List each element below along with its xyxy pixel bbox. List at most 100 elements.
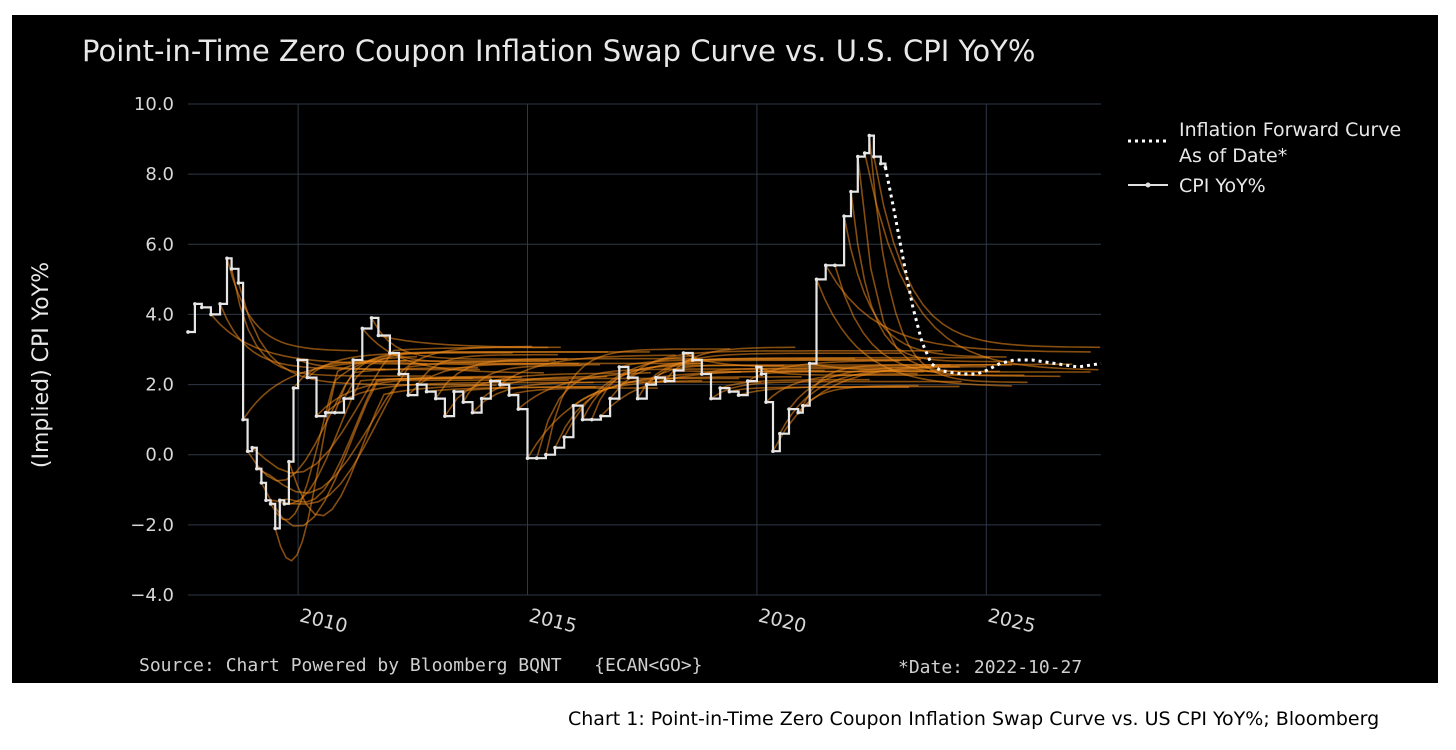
cpi-point <box>291 386 296 390</box>
y-axis-label: (Implied) CPI YoY% <box>29 262 54 468</box>
cpi-point <box>635 396 640 401</box>
cpi-point <box>787 407 791 411</box>
cpi-point <box>287 459 291 464</box>
swap-curve <box>378 334 549 349</box>
swap-curve <box>407 362 703 396</box>
cpi-point <box>415 382 420 387</box>
cpi-point <box>333 410 337 415</box>
swap-curve <box>619 358 922 368</box>
cpi-point <box>209 312 213 317</box>
cpi-point <box>323 410 328 415</box>
x-tick-label: 2025 <box>986 605 1038 638</box>
x-tick-label: 2020 <box>756 605 808 638</box>
cpi-point <box>516 407 521 411</box>
legend-cpi-label: CPI YoY% <box>1179 175 1266 197</box>
cpi-point <box>814 277 819 282</box>
swap-curve <box>435 357 697 400</box>
cpi-point <box>534 456 539 461</box>
swap-curve <box>545 348 731 455</box>
cpi-point <box>489 379 493 383</box>
cpi-point <box>259 480 264 485</box>
cpi-point <box>443 414 447 418</box>
swap-curve <box>274 352 407 562</box>
cpi-point <box>849 189 853 194</box>
cpi-point <box>406 393 411 397</box>
cpi-point <box>856 154 860 159</box>
swap-curve <box>863 152 1099 371</box>
y-tick-label: −4.0 <box>130 585 174 606</box>
cpi-point <box>360 326 365 331</box>
cpi-point <box>764 400 768 404</box>
cpi-point <box>755 365 759 369</box>
cpi-point <box>771 449 775 454</box>
cpi-point <box>452 389 456 394</box>
cpi-point <box>186 330 190 334</box>
series-layer <box>186 133 1102 531</box>
y-tick-label: 8.0 <box>145 164 174 185</box>
cpi-point <box>479 396 484 401</box>
cpi-point <box>778 431 782 436</box>
swap-curve <box>508 387 658 396</box>
legend-cpi-marker <box>1145 182 1151 188</box>
cpi-point <box>842 214 846 219</box>
cpi-point <box>193 302 197 306</box>
cpi-point <box>241 417 245 422</box>
swap-curve <box>315 376 522 417</box>
swap-curve <box>230 268 432 377</box>
swap-curve <box>857 156 1091 373</box>
swap-curve <box>825 264 1091 353</box>
cpi-point <box>199 305 204 310</box>
cpi-point <box>867 133 872 138</box>
cpi-point <box>388 351 392 355</box>
cpi-point <box>369 316 374 320</box>
cpi-point <box>862 151 867 155</box>
legend: Inflation Forward Curve As of Date* CPI … <box>1128 119 1401 197</box>
cpi-point <box>617 365 622 369</box>
cpi-point <box>672 368 677 373</box>
cpi-point <box>245 449 250 454</box>
date-note: *Date: 2022-10-27 <box>898 657 1082 678</box>
cpi-point <box>796 410 800 415</box>
cpi-point <box>305 375 310 380</box>
cpi-point <box>878 161 883 166</box>
cpi-point <box>718 386 723 390</box>
cpi-point <box>397 372 401 376</box>
swap-curve <box>738 385 960 396</box>
swap-curve <box>256 379 569 494</box>
cpi-point <box>264 498 268 503</box>
cpi-point <box>351 358 355 362</box>
cpi-point <box>727 389 732 394</box>
swap-curve <box>454 385 604 393</box>
cpi-point <box>736 393 741 397</box>
cpi-point <box>745 379 750 383</box>
legend-forward-label-line1: Inflation Forward Curve <box>1179 119 1401 141</box>
swap-curve <box>462 364 583 403</box>
cpi-point <box>342 396 346 401</box>
swap-curve <box>627 350 943 379</box>
cpi-point <box>800 403 805 408</box>
cpi-point <box>690 358 695 362</box>
y-tick-labels: 10.0 8.0 6.0 4.0 2.0 0.0 −2.0 −4.0 <box>130 94 174 606</box>
cpi-point <box>823 263 828 268</box>
cpi-point <box>282 502 287 506</box>
swap-curve <box>779 367 929 435</box>
y-tick-label: 4.0 <box>145 304 174 325</box>
swap-curve <box>210 313 427 365</box>
swap-curve <box>719 378 870 389</box>
source-note: Source: Chart Powered by Bloomberg BQNT … <box>139 655 703 676</box>
cpi-point <box>424 389 429 394</box>
cpi-point <box>273 526 277 531</box>
cpi-point <box>296 358 300 362</box>
y-tick-label: 10.0 <box>134 94 174 115</box>
swap-curve <box>226 258 358 352</box>
cpi-point <box>277 498 282 503</box>
cpi-point <box>507 393 511 397</box>
cpi-point <box>433 396 438 401</box>
y-tick-label: 2.0 <box>145 375 174 396</box>
cpi-point <box>663 379 667 383</box>
cpi-point <box>562 435 567 439</box>
swap-curve <box>416 353 558 386</box>
swap-curve <box>834 265 1061 378</box>
cpi-point <box>580 417 585 422</box>
x-tick-label: 2015 <box>527 605 579 638</box>
